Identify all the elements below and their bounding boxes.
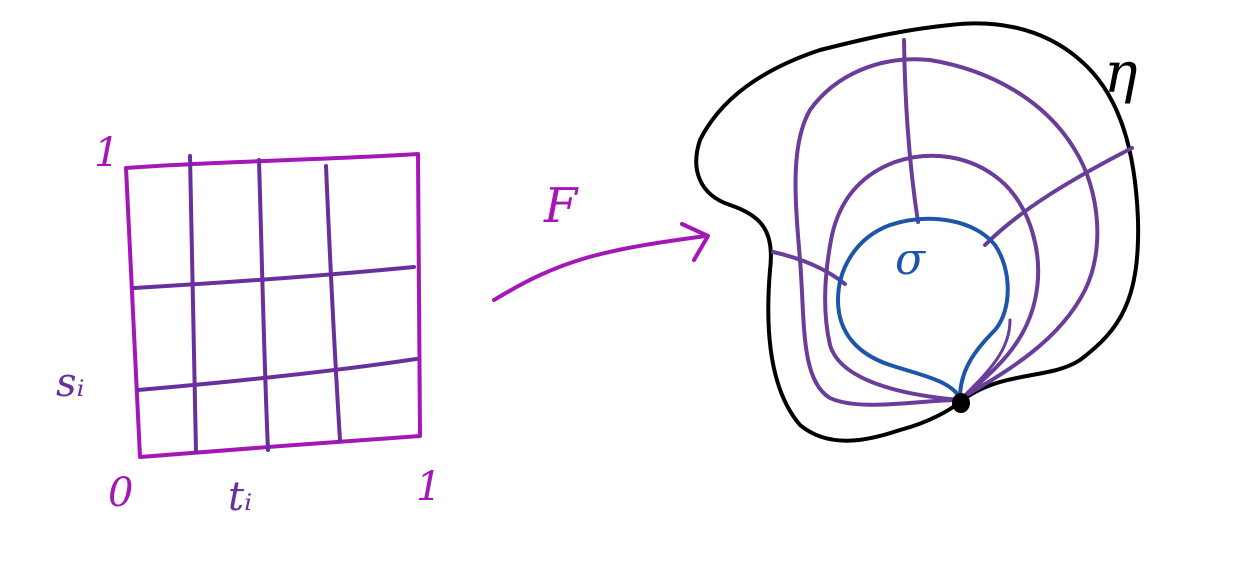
map-arrow	[492, 222, 710, 302]
label-square-bottom-left: 0	[108, 470, 133, 516]
grid-line-horizontal-1	[132, 265, 416, 290]
label-t-i: tᵢ	[228, 474, 252, 520]
label-inner-loop-sigma: σ	[895, 234, 927, 285]
grid-line-vertical-2	[257, 158, 270, 452]
homotopy-curves	[771, 38, 1134, 407]
grid-line-horizontal-2	[136, 357, 418, 392]
homotopy-radial-left	[771, 250, 847, 286]
homotopy-radial-right	[983, 146, 1134, 247]
label-s-i: sᵢ	[56, 360, 85, 406]
homotopy-radial-top	[902, 38, 920, 224]
homotopy-radial-to-base	[960, 318, 1012, 400]
label-square-top-left: 1	[94, 130, 119, 176]
outer-loop-eta	[694, 21, 1141, 443]
label-outer-loop-eta: η	[1104, 41, 1138, 106]
grid-line-vertical-1	[188, 154, 198, 454]
arrow-shaft	[492, 234, 708, 302]
base-point	[952, 393, 970, 413]
homotopy-loop-outer	[793, 57, 1100, 407]
label-map-f: F	[543, 178, 579, 234]
homotopy-loop-middle	[823, 153, 1040, 402]
square-outline	[124, 152, 422, 459]
inner-loop-sigma	[836, 216, 1010, 400]
grid-line-vertical-3	[324, 164, 342, 442]
label-square-bottom-right: 1	[416, 464, 441, 510]
arrow-head	[680, 222, 710, 262]
unit-square	[124, 152, 422, 459]
